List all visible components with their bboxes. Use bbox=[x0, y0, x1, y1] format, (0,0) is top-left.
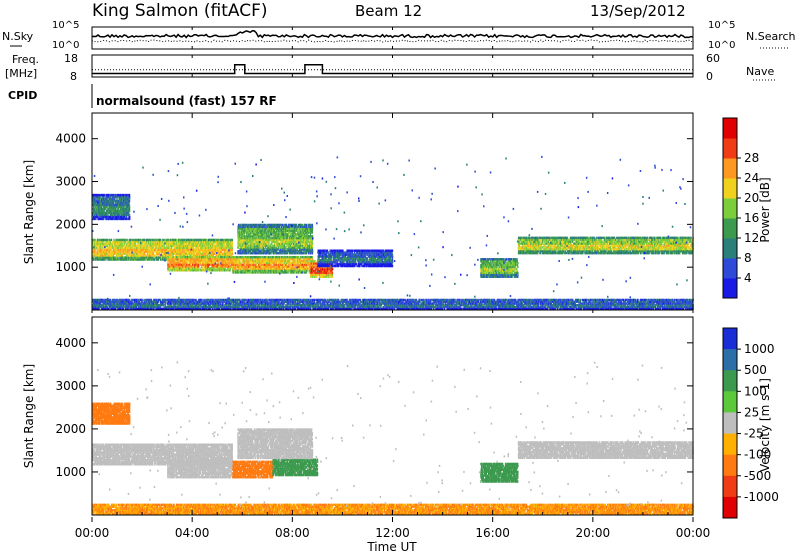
nsearch-series bbox=[92, 40, 693, 42]
noise-ytick-left-top: 10^5 bbox=[52, 20, 79, 31]
cpid-value: normalsound (fast) 157 RF bbox=[96, 94, 277, 108]
nave-ytick-bottom: 0 bbox=[706, 70, 713, 83]
noise-ytick-right-bottom: 10^0 bbox=[708, 40, 735, 51]
noise-panel: N.Sky N.Search 10^5 10^0 10^5 10^0 bbox=[2, 20, 796, 51]
station-title: King Salmon (fitACF) bbox=[92, 1, 268, 21]
cpid-label: CPID bbox=[8, 89, 37, 102]
nsky-label: N.Sky bbox=[2, 30, 34, 43]
echo-cell bbox=[163, 239, 164, 241]
echo-cell bbox=[232, 239, 233, 241]
freq-series bbox=[92, 65, 693, 74]
freq-label-line1: Freq. bbox=[12, 53, 39, 66]
freq-ytick-top: 18 bbox=[64, 52, 78, 65]
echo-cell bbox=[257, 224, 258, 226]
echo-cell bbox=[153, 239, 154, 241]
echo-cell bbox=[93, 258, 94, 260]
echo-cell bbox=[168, 256, 169, 258]
echo-cell bbox=[249, 224, 250, 226]
echo-cell bbox=[110, 239, 111, 241]
nave-label: Nave bbox=[746, 65, 774, 78]
echo-cell bbox=[282, 224, 283, 226]
beam-title: Beam 12 bbox=[355, 2, 422, 20]
echo-cell bbox=[312, 256, 313, 258]
echo-cell bbox=[237, 256, 238, 258]
nsky-series bbox=[92, 31, 693, 38]
nsearch-label: N.Search bbox=[746, 30, 796, 43]
date-title: 13/Sep/2012 bbox=[590, 2, 686, 20]
echo-cell bbox=[264, 248, 265, 250]
noise-ytick-left-bottom: 10^0 bbox=[52, 40, 79, 51]
echo-cell bbox=[118, 258, 119, 260]
freq-label-line2: [MHz] bbox=[5, 67, 37, 80]
freq-panel: Freq. [MHz] Nave 18 8 60 0 bbox=[5, 52, 775, 83]
echo-cell bbox=[112, 241, 113, 243]
freq-ytick-bottom: 8 bbox=[70, 70, 77, 83]
power-echoes bbox=[92, 156, 694, 310]
noise-ytick-right-top: 10^5 bbox=[708, 20, 735, 31]
echo-cell bbox=[286, 256, 287, 258]
echo-cell bbox=[105, 239, 106, 241]
echo-cell bbox=[111, 239, 112, 241]
nave-ytick-top: 60 bbox=[706, 52, 720, 65]
